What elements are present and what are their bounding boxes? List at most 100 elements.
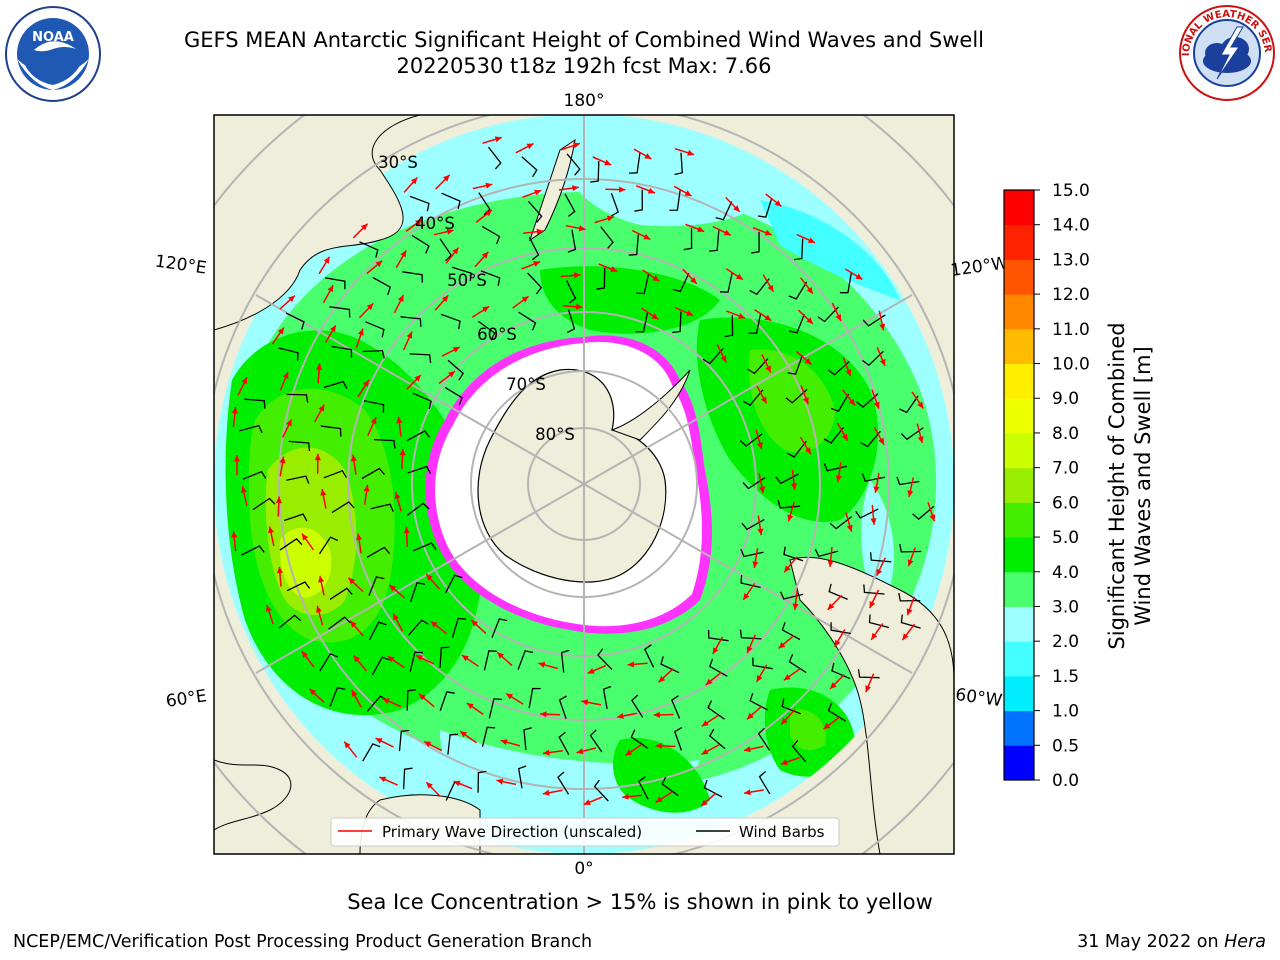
colorbar-tick-label: 8.0: [1052, 424, 1079, 444]
wave-arrow-head: [756, 442, 763, 450]
wind-barb: [862, 314, 886, 327]
wave-arrow-head: [397, 295, 404, 302]
wind-barb: [488, 698, 502, 719]
wave-arrow-head: [778, 642, 786, 649]
wave-arrow-head: [830, 682, 837, 689]
wind-barb: [411, 234, 430, 254]
wave-arrow-head: [430, 621, 438, 628]
colorbar-band: [1004, 467, 1034, 503]
wave-arrow-head: [752, 561, 759, 568]
colorbar-band: [1004, 571, 1034, 607]
wave-arrow-head: [231, 407, 238, 414]
wave-arrow-head: [350, 454, 357, 462]
wave-arrow-head: [701, 748, 709, 755]
wave-arrow-head: [471, 620, 478, 627]
wave-arrow-head: [277, 327, 284, 335]
wind-barb: [636, 273, 650, 295]
colorbar: 0.0 0.5 1.0 1.5 2.0 3.0 4.0 5.0 6.0 7.0 8.0 9.0 10.0…: [1003, 181, 1090, 791]
wave-direction-arrows: [231, 136, 936, 807]
wind-barb: [791, 739, 807, 763]
lon-label-120w: 120°W: [949, 253, 1009, 281]
wind-barb: [406, 502, 430, 516]
wind-barb: [828, 583, 848, 600]
wave-arrow-head: [240, 486, 247, 493]
wind-barb: [447, 359, 464, 381]
wave-arrow-head: [448, 371, 455, 378]
wind-barb: [439, 646, 450, 668]
wind-barb: [363, 400, 385, 413]
wave-arrow-head: [366, 303, 374, 311]
wave-arrow-head: [906, 608, 913, 616]
wind-barb: [406, 430, 431, 442]
wind-barb: [323, 380, 348, 389]
wind-barb: [788, 654, 807, 674]
wave-arrow-head: [540, 711, 547, 718]
wave-arrow-head: [231, 531, 238, 538]
wind-barb: [368, 576, 385, 596]
wind-barb: [783, 546, 804, 562]
wave-arrow-head: [625, 749, 633, 756]
wave-arrow-head: [774, 200, 782, 207]
wind-barb: [444, 386, 463, 406]
noaa-logo: NOAA: [5, 6, 101, 102]
wave-arrow-head: [323, 256, 330, 264]
wave-arrow-head: [461, 655, 469, 662]
wave-arrow-head: [375, 738, 383, 744]
wave-arrow-head: [791, 483, 797, 490]
wave-arrow-head: [653, 711, 660, 718]
south-america-land: [789, 556, 954, 854]
wind-barb: [900, 427, 924, 441]
wave-arrow-head: [496, 778, 504, 785]
footer-date: 31 May 2022 on Hera: [1077, 932, 1266, 952]
wave-arrow-head: [329, 325, 336, 333]
wave-arrow-head: [446, 228, 454, 235]
wave-arrow-head: [452, 347, 460, 353]
wave-arrow-head: [351, 689, 358, 697]
wind-barb: [407, 465, 432, 475]
wave-arrow-head: [282, 371, 289, 379]
wave-arrow-head: [587, 668, 595, 674]
wave-arrow-head: [876, 568, 883, 576]
wind-barb: [557, 771, 570, 795]
wind-barb: [793, 238, 804, 261]
wind-barb: [373, 438, 396, 449]
wind-barb: [408, 619, 429, 636]
colorbar-tick-label: 5.0: [1052, 528, 1079, 548]
wind-barb: [286, 475, 310, 484]
wind-barb: [528, 236, 540, 261]
wind-barb: [788, 281, 808, 300]
wind-barb: [869, 552, 892, 563]
wave-arrow-head: [399, 448, 406, 456]
wave-arrow-head: [743, 593, 750, 600]
wave-arrow-head: [379, 776, 387, 783]
wind-barb: [517, 765, 527, 789]
wave-arrow-head: [301, 533, 309, 541]
wave-arrow-head: [865, 685, 871, 693]
wind-barb: [781, 698, 802, 715]
colorbar-band: [1004, 294, 1034, 330]
lon-label-0: 0°: [574, 859, 593, 879]
wave-arrow-head: [526, 143, 534, 150]
colorbar-frame: [1003, 189, 1035, 781]
wave-arrow-head: [907, 490, 914, 497]
colorbar-tick-label: 7.0: [1052, 459, 1079, 479]
wind-barb: [742, 477, 766, 490]
wave-arrow-head: [643, 233, 651, 240]
wave-arrow-head: [760, 396, 767, 404]
wave-arrow-head: [403, 526, 410, 534]
wave-arrow-head: [533, 261, 541, 267]
wind-barb: [483, 650, 497, 671]
wind-barb: [480, 270, 501, 286]
wave-arrow-head: [370, 417, 377, 425]
wave-arrow-head: [348, 577, 356, 585]
wave-arrow-head: [576, 748, 584, 755]
wave-arrow-head: [780, 759, 788, 765]
wind-barb: [670, 695, 681, 719]
wind-barbs: [239, 146, 935, 802]
colorbar-tick-label: 2.0: [1052, 632, 1079, 652]
wave-arrow-head: [647, 187, 655, 194]
wave-arrow-head: [759, 486, 765, 494]
wind-barb: [898, 592, 921, 602]
wind-barb: [672, 311, 682, 334]
wind-barb: [817, 306, 839, 323]
